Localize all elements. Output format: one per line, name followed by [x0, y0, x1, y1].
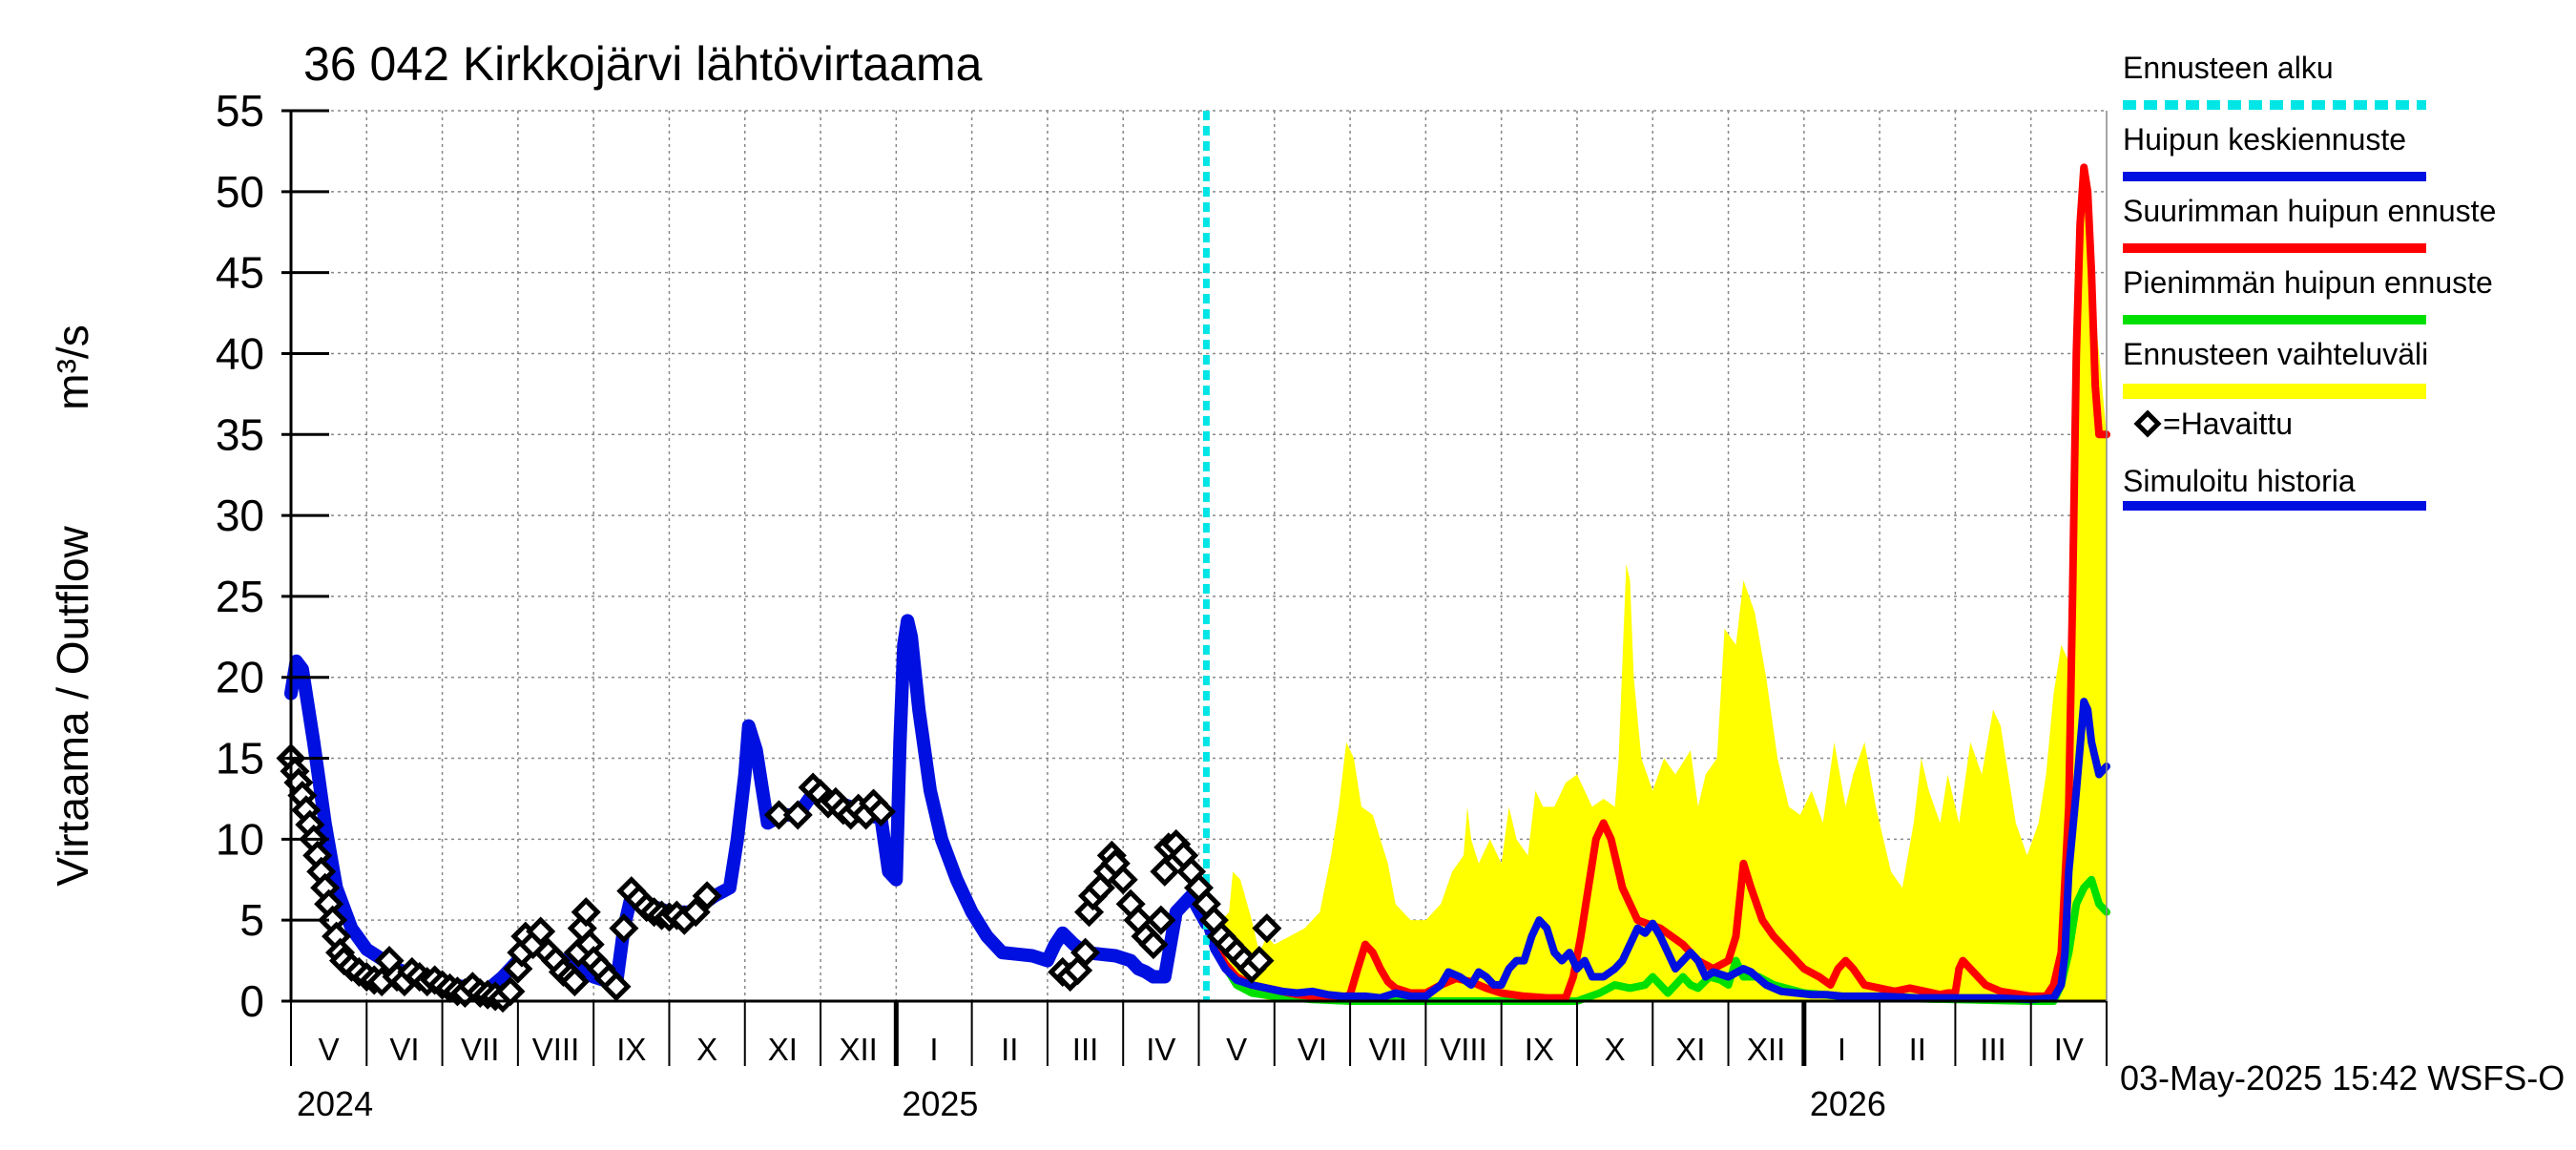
month-label: I: [1838, 1032, 1846, 1067]
month-label: II: [1909, 1032, 1926, 1067]
month-label: X: [1605, 1032, 1626, 1067]
legend-label-mean_peak: Huipun keskiennuste: [2123, 122, 2406, 157]
observed-marker: [1244, 946, 1275, 976]
legend-label-min_peak: Pienimmän huipun ennuste: [2123, 265, 2493, 300]
y-tick-label: 35: [216, 409, 264, 459]
footer-timestamp: 03-May-2025 15:42 WSFS-O: [2120, 1058, 2565, 1098]
y-tick-label: 50: [216, 167, 264, 217]
month-label: XI: [1675, 1032, 1705, 1067]
observed-marker: [1138, 930, 1169, 960]
month-label: VIII: [1440, 1032, 1487, 1067]
y-tick-label: 45: [216, 248, 264, 298]
y-tick-label: 30: [216, 491, 264, 540]
observed-marker: [692, 881, 722, 911]
observed-marker: [782, 800, 813, 830]
legend-swatch-observed: [2133, 409, 2162, 438]
y-tick-label: 40: [216, 328, 264, 378]
month-label: V: [1226, 1032, 1247, 1067]
month-label: IX: [616, 1032, 646, 1067]
y-axis-label: Virtaama / Outflow: [48, 525, 97, 886]
observed-marker: [763, 800, 794, 830]
y-tick-label: 25: [216, 572, 264, 621]
year-label: 2025: [902, 1084, 978, 1123]
legend-label-observed: =Havaittu: [2163, 407, 2293, 441]
y-tick-label: 0: [239, 976, 264, 1026]
legend-label-range: Ennusteen vaihteluväli: [2123, 337, 2428, 371]
range-band-layer: [1206, 175, 2107, 1001]
observed-marker: [601, 972, 632, 1002]
y-tick-label: 55: [216, 86, 264, 136]
observed-marker: [1108, 865, 1138, 895]
month-label: VI: [389, 1032, 419, 1067]
y-tick-label: 10: [216, 814, 264, 864]
month-label: I: [929, 1032, 938, 1067]
observed-marker: [495, 976, 526, 1007]
legend-swatch-range: [2123, 384, 2426, 399]
year-label: 2024: [297, 1084, 373, 1123]
axes-layer: [281, 109, 2108, 1066]
month-label: III: [1072, 1032, 1099, 1067]
legend: Ennusteen alku Huipun keskiennuste Suurimm…: [2123, 51, 2496, 511]
y-tick-label: 20: [216, 653, 264, 702]
month-label: VI: [1298, 1032, 1327, 1067]
month-label: IV: [1146, 1032, 1175, 1067]
month-label: IV: [2054, 1032, 2084, 1067]
observed-marker: [559, 967, 590, 997]
observed-marker: [526, 916, 556, 947]
legend-label-simulated: Simuloitu historia: [2123, 464, 2356, 498]
observed-marker: [1252, 913, 1282, 944]
month-label: IX: [1525, 1032, 1554, 1067]
month-label: XII: [840, 1032, 878, 1067]
month-label: V: [319, 1032, 340, 1067]
month-label: VIII: [532, 1032, 580, 1067]
month-label: II: [1001, 1032, 1018, 1067]
forecast-range-band: [1206, 175, 2107, 1001]
y-tick-label: 15: [216, 734, 264, 784]
observed-marker: [1070, 937, 1101, 968]
mean-peak-line: [1202, 698, 2110, 1004]
observed-marker: [1146, 905, 1176, 935]
observed-marker: [571, 897, 601, 928]
legend-label-max_peak: Suurimman huipun ennuste: [2123, 194, 2496, 228]
observed-marker: [865, 796, 897, 827]
observed-markers-layer: [276, 743, 1282, 1014]
month-label: XI: [768, 1032, 798, 1067]
month-label: VII: [461, 1032, 499, 1067]
max-peak-line: [1202, 163, 2110, 1002]
legend-label-forecast_start: Ennusteen alku: [2123, 51, 2334, 85]
month-label: VII: [1369, 1032, 1407, 1067]
observed-marker: [609, 913, 639, 944]
observed-marker: [680, 897, 711, 928]
y-tick-label: 5: [239, 895, 264, 945]
month-label: III: [1980, 1032, 2006, 1067]
y-axis-unit: m³/s: [48, 324, 97, 409]
month-label: XII: [1747, 1032, 1785, 1067]
month-label: X: [696, 1032, 717, 1067]
chart-title: 36 042 Kirkkojärvi lähtövirtaama: [303, 37, 983, 91]
observed-marker: [1150, 856, 1180, 887]
year-label: 2026: [1810, 1084, 1886, 1123]
